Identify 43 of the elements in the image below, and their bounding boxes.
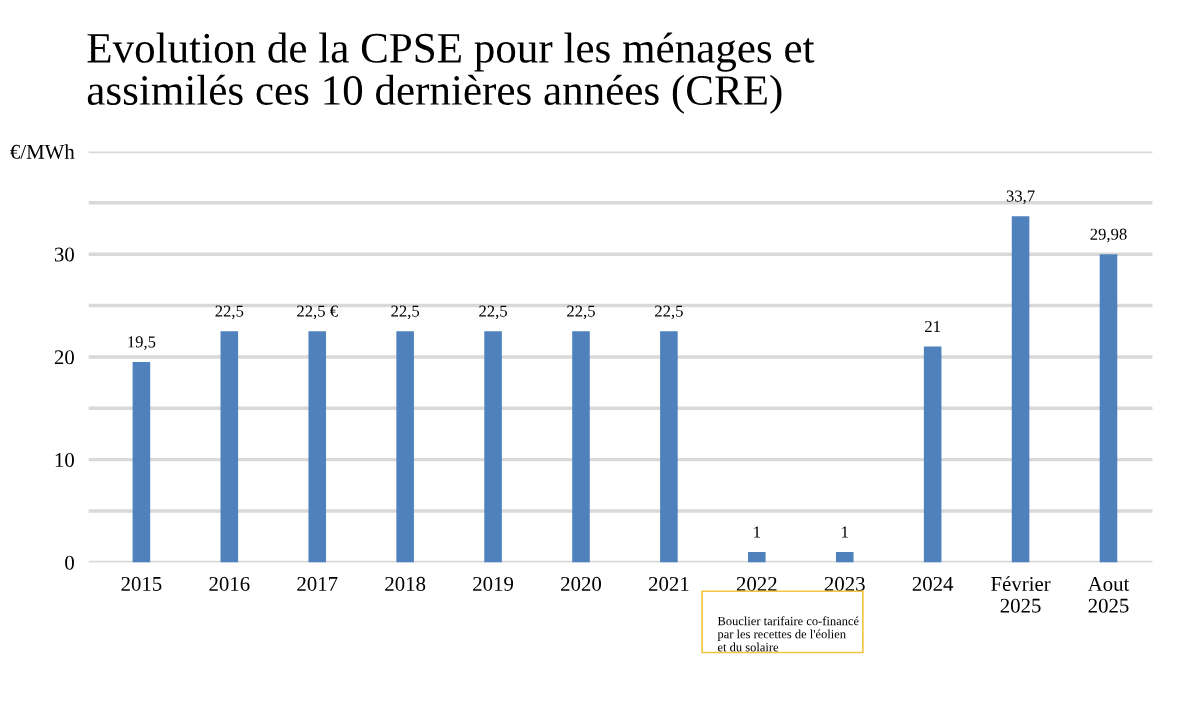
x-tick-label: 2018 [385, 576, 426, 591]
bar [484, 331, 502, 563]
bar [220, 331, 239, 563]
data-label: 21 [925, 320, 940, 332]
data-label: 29,98 [1090, 228, 1127, 243]
y-tick-label: €/MWh [10, 144, 75, 159]
data-label: 22,5 [215, 305, 244, 320]
x-tick-label: 2019 [473, 576, 514, 591]
data-label: 22,5 € [297, 305, 338, 320]
text: Bouclier tarifaire co-financé par les recettes de l'éolien et du solaire [717, 616, 859, 652]
y-tick-label: 20 [54, 350, 74, 365]
x-tick-label: 2022 [736, 576, 777, 591]
bar [748, 552, 766, 563]
data-label: 22,5 [567, 305, 595, 320]
bar [572, 331, 590, 563]
x-tick-label: Aout 2025 [1087, 576, 1130, 613]
data-label: 1 [754, 526, 760, 538]
x-tick-label: Février 2025 [991, 576, 1051, 613]
bar [132, 362, 151, 563]
bar [1011, 216, 1030, 563]
bar [923, 346, 942, 563]
bar [660, 331, 678, 563]
bar [308, 331, 327, 563]
data-label: 33,7 [1006, 190, 1035, 205]
x-tick-label: 2021 [648, 576, 689, 591]
x-tick-label: 2023 [824, 576, 865, 591]
x-tick-label: 2024 [912, 576, 954, 591]
data-label: 19,5 [128, 336, 156, 350]
x-tick-label: 2017 [297, 576, 338, 591]
x-tick-label: 2015 [121, 576, 162, 591]
data-label: 1 [842, 526, 848, 538]
y-tick-label: 10 [55, 453, 74, 468]
bar [396, 331, 414, 563]
data-label: 22,5 [655, 305, 683, 320]
y-tick-label: 30 [54, 247, 74, 262]
data-label: 22,5 [391, 305, 420, 320]
x-tick-label: 2020 [561, 576, 602, 591]
data-label: 22,5 [479, 305, 507, 320]
x-tick-label: 2016 [209, 576, 250, 591]
bar [835, 552, 854, 563]
bar [1099, 254, 1118, 563]
y-tick-label: 0 [65, 555, 74, 570]
chart-title: Evolution de la CPSE pour les ménages et assimilés ces 10 dernières années (CRE) [87, 32, 815, 114]
